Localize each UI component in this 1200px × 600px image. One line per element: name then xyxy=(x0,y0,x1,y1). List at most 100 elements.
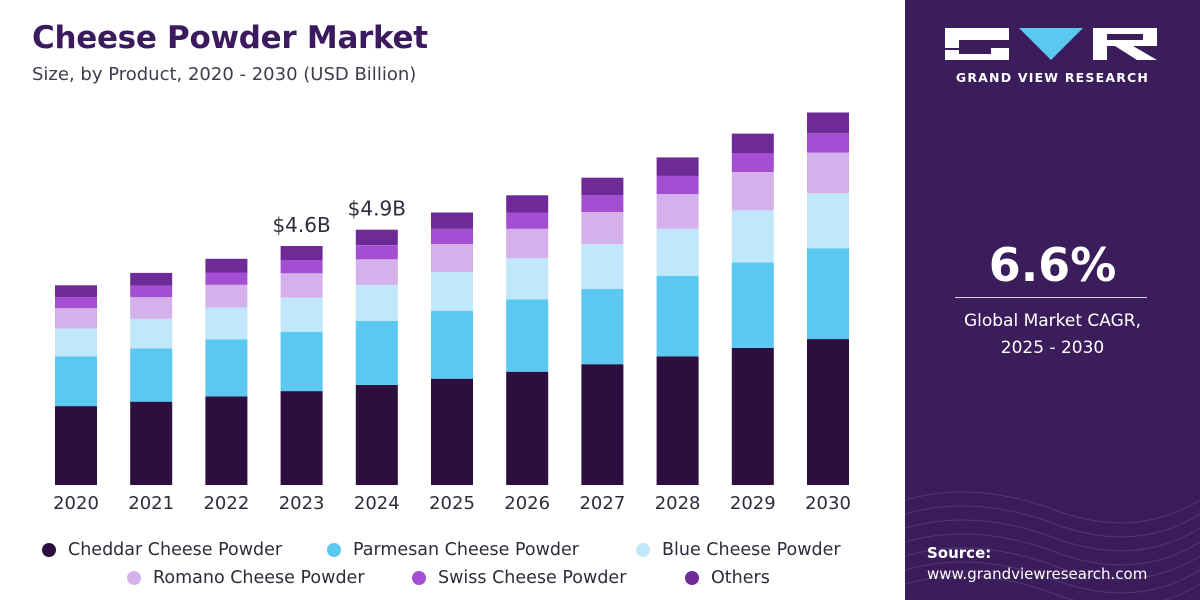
bar-segment-2028-3 xyxy=(656,194,699,229)
bar-segment-2021-5 xyxy=(130,272,173,286)
legend-label-0: Cheddar Cheese Powder xyxy=(68,540,283,560)
x-tick-label-2025: 2025 xyxy=(429,493,475,514)
bar-segment-2030-3 xyxy=(807,152,849,194)
legend-item-3: Romano Cheese Powder xyxy=(127,568,365,588)
bar-segment-2027-4 xyxy=(581,195,624,213)
legend-item-4: Swiss Cheese Powder xyxy=(412,568,626,588)
bar-segment-2020-5 xyxy=(55,285,97,298)
brand-name: GRAND VIEW RESEARCH xyxy=(955,70,1150,85)
bar-segment-2029-2 xyxy=(731,210,774,263)
bar-segment-2028-1 xyxy=(656,276,699,357)
bar-segment-2021-2 xyxy=(130,318,173,349)
bar-segment-2024-1 xyxy=(355,321,398,385)
x-tick-label-2026: 2026 xyxy=(504,493,550,514)
bar-segment-2026-5 xyxy=(506,195,549,213)
x-tick-label-2023: 2023 xyxy=(279,493,325,514)
bar-segment-2021-3 xyxy=(130,297,173,319)
chart-subtitle: Size, by Product, 2020 - 2030 (USD Billi… xyxy=(32,64,417,85)
stacked-bar-chart: 2020 2021 2022 2023 2024 2025 2026 2027 2028 2029… xyxy=(53,112,851,514)
chart-panel: Cheese Powder Market Size, by Product, 2… xyxy=(32,20,892,595)
bar-segment-2020-3 xyxy=(55,308,97,329)
chart-title: Cheese Powder Market xyxy=(32,20,428,56)
summary-panel: GRAND VIEW RESEARCH 6.6% Global Market C… xyxy=(905,0,1200,600)
bar-segment-2021-4 xyxy=(130,285,173,298)
bar-segment-2024-4 xyxy=(355,245,398,260)
bar-segment-2020-2 xyxy=(55,328,97,357)
bar-segment-2020-0 xyxy=(55,406,97,485)
bar-segment-2024-5 xyxy=(355,229,398,246)
bar-segment-2023-0 xyxy=(280,391,323,485)
bar-segment-2022-2 xyxy=(205,307,248,340)
bar-segment-2025-5 xyxy=(431,212,473,229)
bar-segment-2028-0 xyxy=(656,356,699,485)
bar-segment-2027-0 xyxy=(581,364,624,485)
bar-segment-2023-4 xyxy=(280,260,323,274)
source-label: Source: xyxy=(927,544,992,562)
bar-segment-2026-1 xyxy=(506,299,549,372)
bar-segment-2025-4 xyxy=(431,228,473,245)
bar-segment-2024-2 xyxy=(355,284,398,321)
bar-segment-2026-0 xyxy=(506,371,549,485)
bar-segment-2020-1 xyxy=(55,356,97,407)
bar-segment-2022-5 xyxy=(205,258,248,273)
cagr-label-line1: Global Market CAGR, xyxy=(963,311,1142,331)
legend-swatch-3 xyxy=(127,571,141,585)
bar-segment-2022-1 xyxy=(205,339,248,397)
legend-label-2: Blue Cheese Powder xyxy=(662,540,841,560)
legend-swatch-5 xyxy=(685,571,699,585)
bar-segment-2026-3 xyxy=(506,228,549,259)
bar-segment-2027-5 xyxy=(581,177,624,196)
x-tick-label-2020: 2020 xyxy=(53,493,99,514)
bar-segment-2027-3 xyxy=(581,212,624,245)
decorative-wave-pattern xyxy=(905,491,1200,600)
bar-segment-2029-3 xyxy=(731,172,774,211)
bar-segment-2021-1 xyxy=(130,348,173,402)
bar-segment-2030-4 xyxy=(807,133,849,153)
x-tick-label-2030: 2030 xyxy=(805,493,851,514)
bar-segment-2023-2 xyxy=(280,297,323,332)
cagr-label-line2: 2025 - 2030 xyxy=(1000,338,1105,358)
bar-segment-2022-3 xyxy=(205,284,248,308)
legend-label-3: Romano Cheese Powder xyxy=(153,568,365,588)
legend-swatch-2 xyxy=(636,543,650,557)
bar-segment-2024-0 xyxy=(355,384,398,485)
legend-label-1: Parmesan Cheese Powder xyxy=(353,540,579,560)
data-label-2023: $4.6B xyxy=(272,213,330,237)
x-tick-label-2021: 2021 xyxy=(128,493,174,514)
x-tick-label-2024: 2024 xyxy=(354,493,400,514)
bar-segment-2022-4 xyxy=(205,272,248,285)
bar-segment-2024-3 xyxy=(355,259,398,285)
bar-segment-2025-0 xyxy=(431,378,473,485)
bar-segment-2022-0 xyxy=(205,396,248,485)
bar-segment-2028-5 xyxy=(656,157,699,176)
data-label-2024: $4.9B xyxy=(348,197,406,221)
legend-item-1: Parmesan Cheese Powder xyxy=(327,540,579,560)
chart-legend: Cheddar Cheese Powder Parmesan Cheese Pow… xyxy=(32,535,892,595)
bar-segment-2028-4 xyxy=(656,175,699,194)
bar-segment-2029-0 xyxy=(731,347,774,485)
bar-segment-2023-3 xyxy=(280,273,323,298)
bar-segment-2030-5 xyxy=(807,112,849,134)
gvr-logo-icon xyxy=(945,28,1157,60)
source-url[interactable]: www.grandviewresearch.com xyxy=(927,565,1148,583)
bar-segment-2028-2 xyxy=(656,228,699,276)
x-tick-label-2027: 2027 xyxy=(579,493,625,514)
bar-segment-2029-4 xyxy=(731,153,774,172)
bar-segment-2021-0 xyxy=(130,401,173,485)
legend-label-4: Swiss Cheese Powder xyxy=(438,568,627,588)
x-tick-label-2028: 2028 xyxy=(655,493,701,514)
bar-segment-2023-1 xyxy=(280,332,323,392)
bar-segment-2023-5 xyxy=(280,246,323,261)
x-tick-label-2029: 2029 xyxy=(730,493,776,514)
bar-segment-2030-2 xyxy=(807,193,849,249)
bar-segment-2020-4 xyxy=(55,297,97,309)
bar-segment-2029-1 xyxy=(731,262,774,348)
legend-swatch-1 xyxy=(327,543,341,557)
legend-label-5: Others xyxy=(711,568,770,588)
legend-item-0: Cheddar Cheese Powder xyxy=(42,540,282,560)
legend-item-5: Others xyxy=(685,568,770,588)
x-tick-label-2022: 2022 xyxy=(203,493,249,514)
bar-segment-2027-1 xyxy=(581,288,624,365)
bar-segment-2026-2 xyxy=(506,258,549,300)
cagr-value: 6.6% xyxy=(988,238,1117,292)
